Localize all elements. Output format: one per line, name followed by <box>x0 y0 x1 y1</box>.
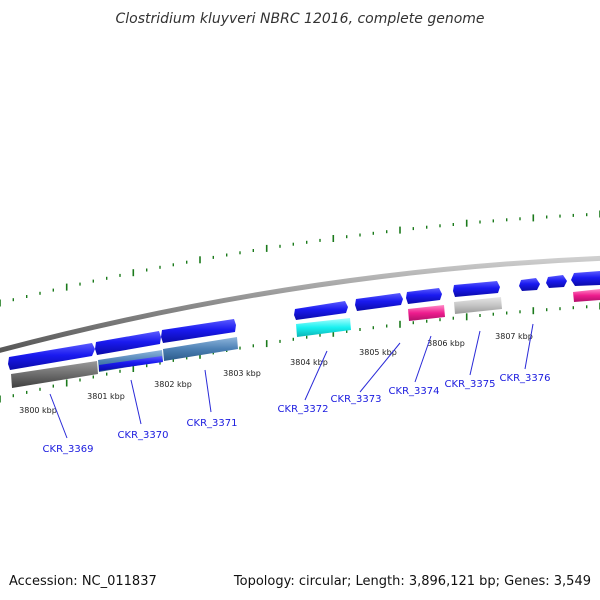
gene-label[interactable]: CKR_3371 <box>187 418 238 429</box>
cds-arrow[interactable] <box>95 331 161 355</box>
gene-label[interactable]: CKR_3375 <box>445 379 496 390</box>
position-label: 3807 kbp <box>495 332 533 341</box>
cds-track <box>8 271 600 370</box>
gene-label[interactable]: CKR_3376 <box>500 373 551 384</box>
position-label: 3801 kbp <box>87 392 125 401</box>
position-label: 3800 kbp <box>19 406 57 415</box>
cds-arrow[interactable] <box>519 278 540 291</box>
cds-arrow[interactable] <box>294 301 348 320</box>
map-title: Clostridium kluyveri NBRC 12016, complet… <box>115 11 484 27</box>
feature-box-light[interactable] <box>454 297 502 314</box>
cds-arrow[interactable] <box>453 281 500 297</box>
feature-track <box>11 289 600 388</box>
feature-box-steel[interactable] <box>163 337 238 361</box>
accession-text: Accession: NC_011837 <box>9 574 157 589</box>
feature-box-cyan[interactable] <box>296 318 351 337</box>
outer-scale-ticks <box>0 210 600 307</box>
position-label: 3804 kbp <box>290 358 328 367</box>
feature-box-pink[interactable] <box>408 305 445 321</box>
genome-backbone <box>0 255 600 353</box>
gene-label[interactable]: CKR_3372 <box>278 404 329 415</box>
topology-text: Topology: circular; Length: 3,896,121 bp… <box>233 574 591 589</box>
position-label: 3805 kbp <box>359 348 397 357</box>
gene-labels: CKR_3369 CKR_3370 CKR_3371 CKR_3372 CKR_… <box>43 373 551 455</box>
cds-arrow[interactable] <box>406 288 442 304</box>
feature-box-pink[interactable] <box>573 289 600 302</box>
cds-arrow[interactable] <box>355 293 403 311</box>
feature-box-grey[interactable] <box>11 361 98 388</box>
cds-arrow[interactable] <box>571 271 600 286</box>
gene-label[interactable]: CKR_3369 <box>43 444 94 455</box>
position-labels: 3800 kbp 3801 kbp 3802 kbp 3803 kbp 3804… <box>19 332 533 415</box>
cds-arrow[interactable] <box>8 343 95 370</box>
gene-leaders <box>49 323 534 439</box>
gene-label[interactable]: CKR_3373 <box>331 394 382 405</box>
position-label: 3802 kbp <box>154 380 192 389</box>
cds-arrow[interactable] <box>161 319 236 343</box>
feature-box-blue[interactable] <box>99 356 163 371</box>
gene-label[interactable]: CKR_3374 <box>389 386 440 397</box>
position-label: 3806 kbp <box>427 339 465 348</box>
position-label: 3803 kbp <box>223 369 261 378</box>
gene-label[interactable]: CKR_3370 <box>118 430 169 441</box>
cds-arrow[interactable] <box>546 275 567 288</box>
